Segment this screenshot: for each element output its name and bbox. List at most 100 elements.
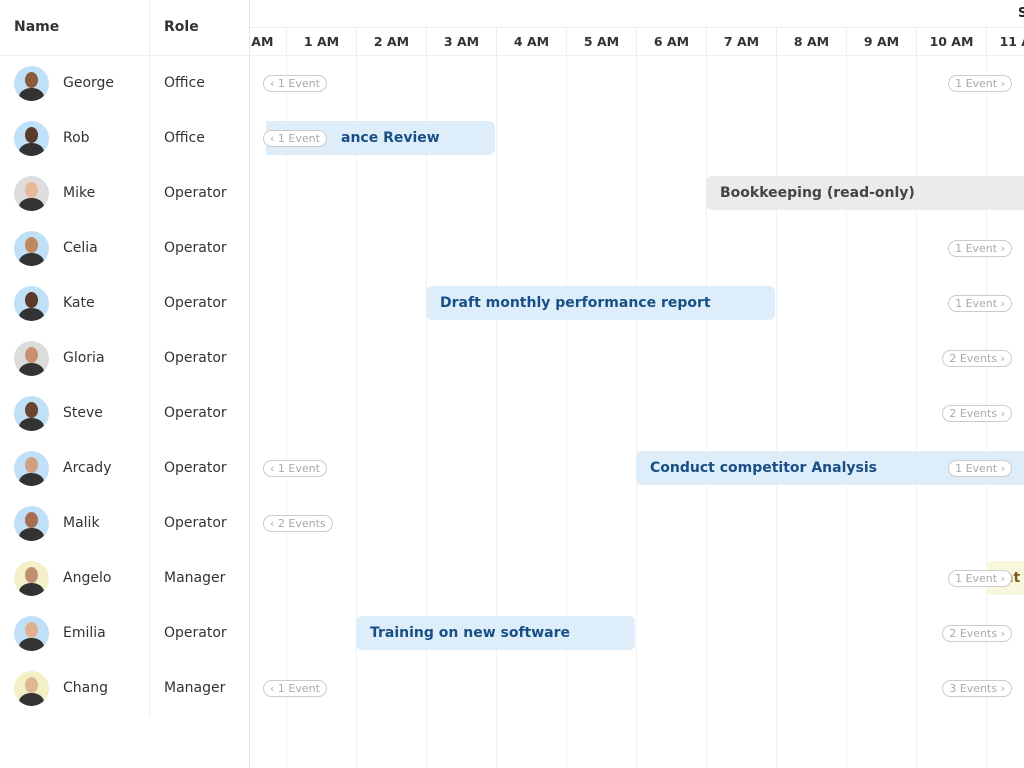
person-role: Operator [164, 515, 227, 531]
avatar [14, 396, 49, 431]
event-count: 3 Events [949, 682, 998, 695]
grid-line [356, 56, 357, 768]
day-header: S [250, 0, 1024, 28]
previous-events-button[interactable]: ‹ 1 Event [263, 680, 327, 697]
event-count: 2 Events [949, 407, 998, 420]
person-name: Mike [63, 185, 96, 201]
chevron-right-icon: › [1000, 297, 1005, 310]
resource-row[interactable]: George Office [0, 56, 250, 111]
resource-row[interactable]: Arcady Operator [0, 441, 250, 496]
timeline: S 12 AM1 AM2 AM3 AM4 AM5 AM6 AM7 AM8 AM9… [250, 0, 1024, 768]
person-name: Chang [63, 680, 108, 696]
hour-label: 8 AM [776, 28, 846, 56]
chevron-right-icon: › [1000, 627, 1005, 640]
day-label: S [1018, 6, 1024, 21]
event-bar[interactable]: Training on new software [356, 616, 635, 650]
role-column-header[interactable]: Role [164, 19, 199, 35]
chevron-left-icon: ‹ [270, 517, 275, 530]
resource-row[interactable]: Steve Operator [0, 386, 250, 441]
resource-row[interactable]: Celia Operator [0, 221, 250, 276]
person-role: Operator [164, 295, 227, 311]
grid-line [426, 56, 427, 768]
person-role: Operator [164, 240, 227, 256]
grid-line [566, 56, 567, 768]
resource-row[interactable]: Gloria Operator [0, 331, 250, 386]
chevron-left-icon: ‹ [270, 682, 275, 695]
previous-events-button[interactable]: ‹ 1 Event [263, 460, 327, 477]
resource-row[interactable]: Chang Manager [0, 661, 250, 716]
event-count: 2 Events [277, 517, 326, 530]
hour-label: 5 AM [566, 28, 636, 56]
avatar [14, 341, 49, 376]
hour-label: 2 AM [356, 28, 426, 56]
resource-row[interactable]: Rob Office [0, 111, 250, 166]
hour-label: 7 AM [706, 28, 776, 56]
person-name: Celia [63, 240, 98, 256]
resource-row[interactable]: Angelo Manager [0, 551, 250, 606]
event-bar[interactable]: Bookkeeping (read-only) [706, 176, 1024, 210]
event-count: 1 Event [277, 132, 320, 145]
grid-line [706, 56, 707, 768]
previous-events-button[interactable]: ‹ 2 Events [263, 515, 333, 532]
resource-row[interactable]: Mike Operator [0, 166, 250, 221]
avatar [14, 506, 49, 541]
resource-row[interactable]: Malik Operator [0, 496, 250, 551]
event-count: 2 Events [949, 627, 998, 640]
avatar [14, 451, 49, 486]
next-events-button[interactable]: 1 Event › [948, 75, 1012, 92]
hour-label: 1 AM [286, 28, 356, 56]
grid-line [496, 56, 497, 768]
hour-label: 12 AM [250, 28, 286, 56]
event-count: 1 Event [955, 297, 998, 310]
avatar [14, 66, 49, 101]
chevron-right-icon: › [1000, 352, 1005, 365]
person-role: Office [164, 130, 205, 146]
next-events-button[interactable]: 3 Events › [942, 680, 1012, 697]
name-column-header[interactable]: Name [14, 19, 60, 35]
previous-events-button[interactable]: ‹ 1 Event [263, 75, 327, 92]
next-events-button[interactable]: 2 Events › [942, 625, 1012, 642]
next-events-button[interactable]: 2 Events › [942, 350, 1012, 367]
person-role: Office [164, 75, 205, 91]
next-events-button[interactable]: 1 Event › [948, 295, 1012, 312]
hour-label: 6 AM [636, 28, 706, 56]
chevron-right-icon: › [1000, 462, 1005, 475]
avatar [14, 176, 49, 211]
person-role: Operator [164, 625, 227, 641]
person-role: Operator [164, 350, 227, 366]
hour-label: 4 AM [496, 28, 566, 56]
person-name: Steve [63, 405, 103, 421]
grid-line [846, 56, 847, 768]
person-role: Manager [164, 680, 226, 696]
chevron-left-icon: ‹ [270, 462, 275, 475]
avatar [14, 671, 49, 706]
person-name: Emilia [63, 625, 106, 641]
person-name: Gloria [63, 350, 105, 366]
chevron-right-icon: › [1000, 77, 1005, 90]
chevron-right-icon: › [1000, 682, 1005, 695]
event-count: 1 Event [277, 462, 320, 475]
event-bar[interactable]: Conduct competitor Analysis [636, 451, 1024, 485]
event-count: 1 Event [955, 462, 998, 475]
event-bar[interactable]: Draft monthly performance report [426, 286, 775, 320]
previous-events-button[interactable]: ‹ 1 Event [263, 130, 327, 147]
next-events-button[interactable]: 1 Event › [948, 570, 1012, 587]
next-events-button[interactable]: 2 Events › [942, 405, 1012, 422]
resource-panel: Name Role George Office Rob Office Mike … [0, 0, 250, 768]
person-role: Operator [164, 185, 227, 201]
hour-label: 11 AM [986, 28, 1024, 56]
next-events-button[interactable]: 1 Event › [948, 240, 1012, 257]
person-name: Angelo [63, 570, 112, 586]
resource-row[interactable]: Kate Operator [0, 276, 250, 331]
resource-row[interactable]: Emilia Operator [0, 606, 250, 661]
person-role: Operator [164, 405, 227, 421]
chevron-right-icon: › [1000, 572, 1005, 585]
grid-line [636, 56, 637, 768]
person-name: Malik [63, 515, 100, 531]
next-events-button[interactable]: 1 Event › [948, 460, 1012, 477]
resource-header: Name Role [0, 0, 250, 56]
person-name: Arcady [63, 460, 112, 476]
hour-label: 3 AM [426, 28, 496, 56]
avatar [14, 121, 49, 156]
chevron-left-icon: ‹ [270, 132, 275, 145]
